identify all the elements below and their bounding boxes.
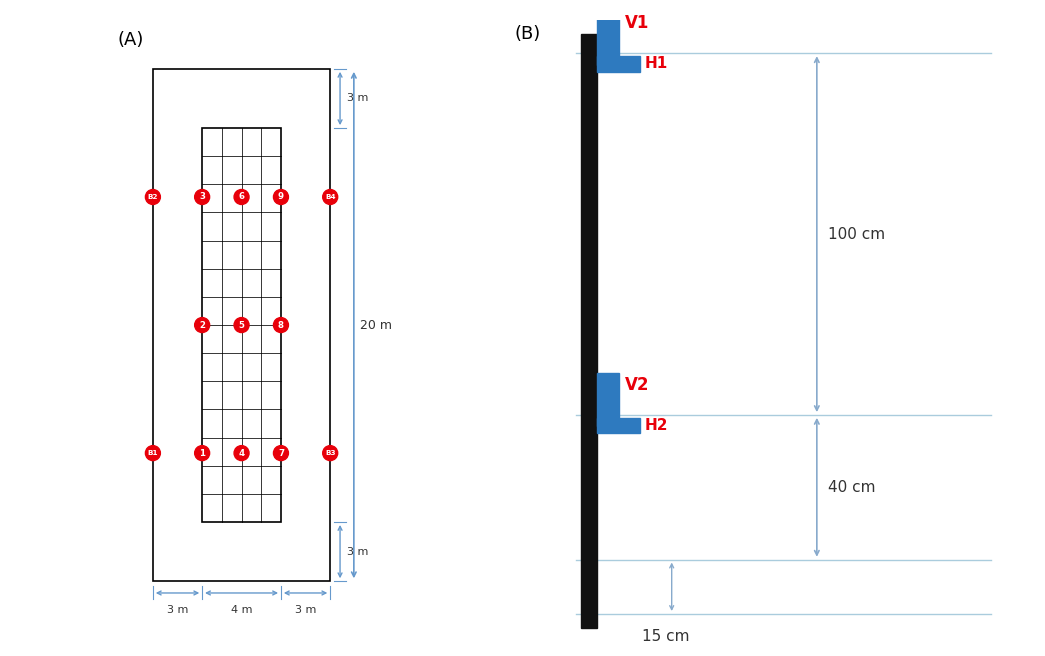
Circle shape xyxy=(234,190,249,205)
Bar xyxy=(597,56,641,72)
Bar xyxy=(153,69,330,581)
Text: 1: 1 xyxy=(200,449,205,458)
Text: B3: B3 xyxy=(325,450,335,456)
Circle shape xyxy=(145,445,160,461)
Text: 15 cm: 15 cm xyxy=(642,629,690,644)
Text: 7: 7 xyxy=(278,449,284,458)
Circle shape xyxy=(274,190,288,205)
Circle shape xyxy=(323,445,338,461)
Text: 20 m: 20 m xyxy=(359,319,392,331)
Text: 3 m: 3 m xyxy=(167,605,188,615)
Text: (A): (A) xyxy=(117,31,144,49)
Bar xyxy=(581,33,597,628)
Circle shape xyxy=(234,445,249,461)
Text: 3: 3 xyxy=(200,192,205,201)
Circle shape xyxy=(145,190,160,205)
Text: V1: V1 xyxy=(625,14,649,32)
Circle shape xyxy=(194,445,210,461)
Text: 3 m: 3 m xyxy=(347,546,368,556)
Circle shape xyxy=(274,318,288,333)
Text: 6: 6 xyxy=(238,192,245,201)
Circle shape xyxy=(323,190,338,205)
Text: 2: 2 xyxy=(200,321,205,329)
Text: (B): (B) xyxy=(515,26,541,43)
Text: 100 cm: 100 cm xyxy=(829,226,885,241)
Text: 4 m: 4 m xyxy=(231,605,252,615)
Text: B2: B2 xyxy=(147,194,158,200)
Bar xyxy=(597,418,641,433)
Circle shape xyxy=(194,318,210,333)
Text: 3 m: 3 m xyxy=(295,605,317,615)
Circle shape xyxy=(194,190,210,205)
Text: 4: 4 xyxy=(238,449,245,458)
Text: B1: B1 xyxy=(147,450,158,456)
Text: 5: 5 xyxy=(238,321,245,329)
Text: 3 m: 3 m xyxy=(347,94,368,104)
Text: B4: B4 xyxy=(325,194,335,200)
Text: H1: H1 xyxy=(645,56,668,71)
Bar xyxy=(202,128,281,522)
Circle shape xyxy=(274,445,288,461)
Text: 8: 8 xyxy=(278,321,284,329)
Circle shape xyxy=(234,318,249,333)
Text: V2: V2 xyxy=(625,376,649,394)
Text: H2: H2 xyxy=(645,418,669,433)
Bar xyxy=(597,11,619,64)
Bar xyxy=(597,373,619,426)
Text: 40 cm: 40 cm xyxy=(829,480,876,495)
Text: 9: 9 xyxy=(278,192,284,201)
